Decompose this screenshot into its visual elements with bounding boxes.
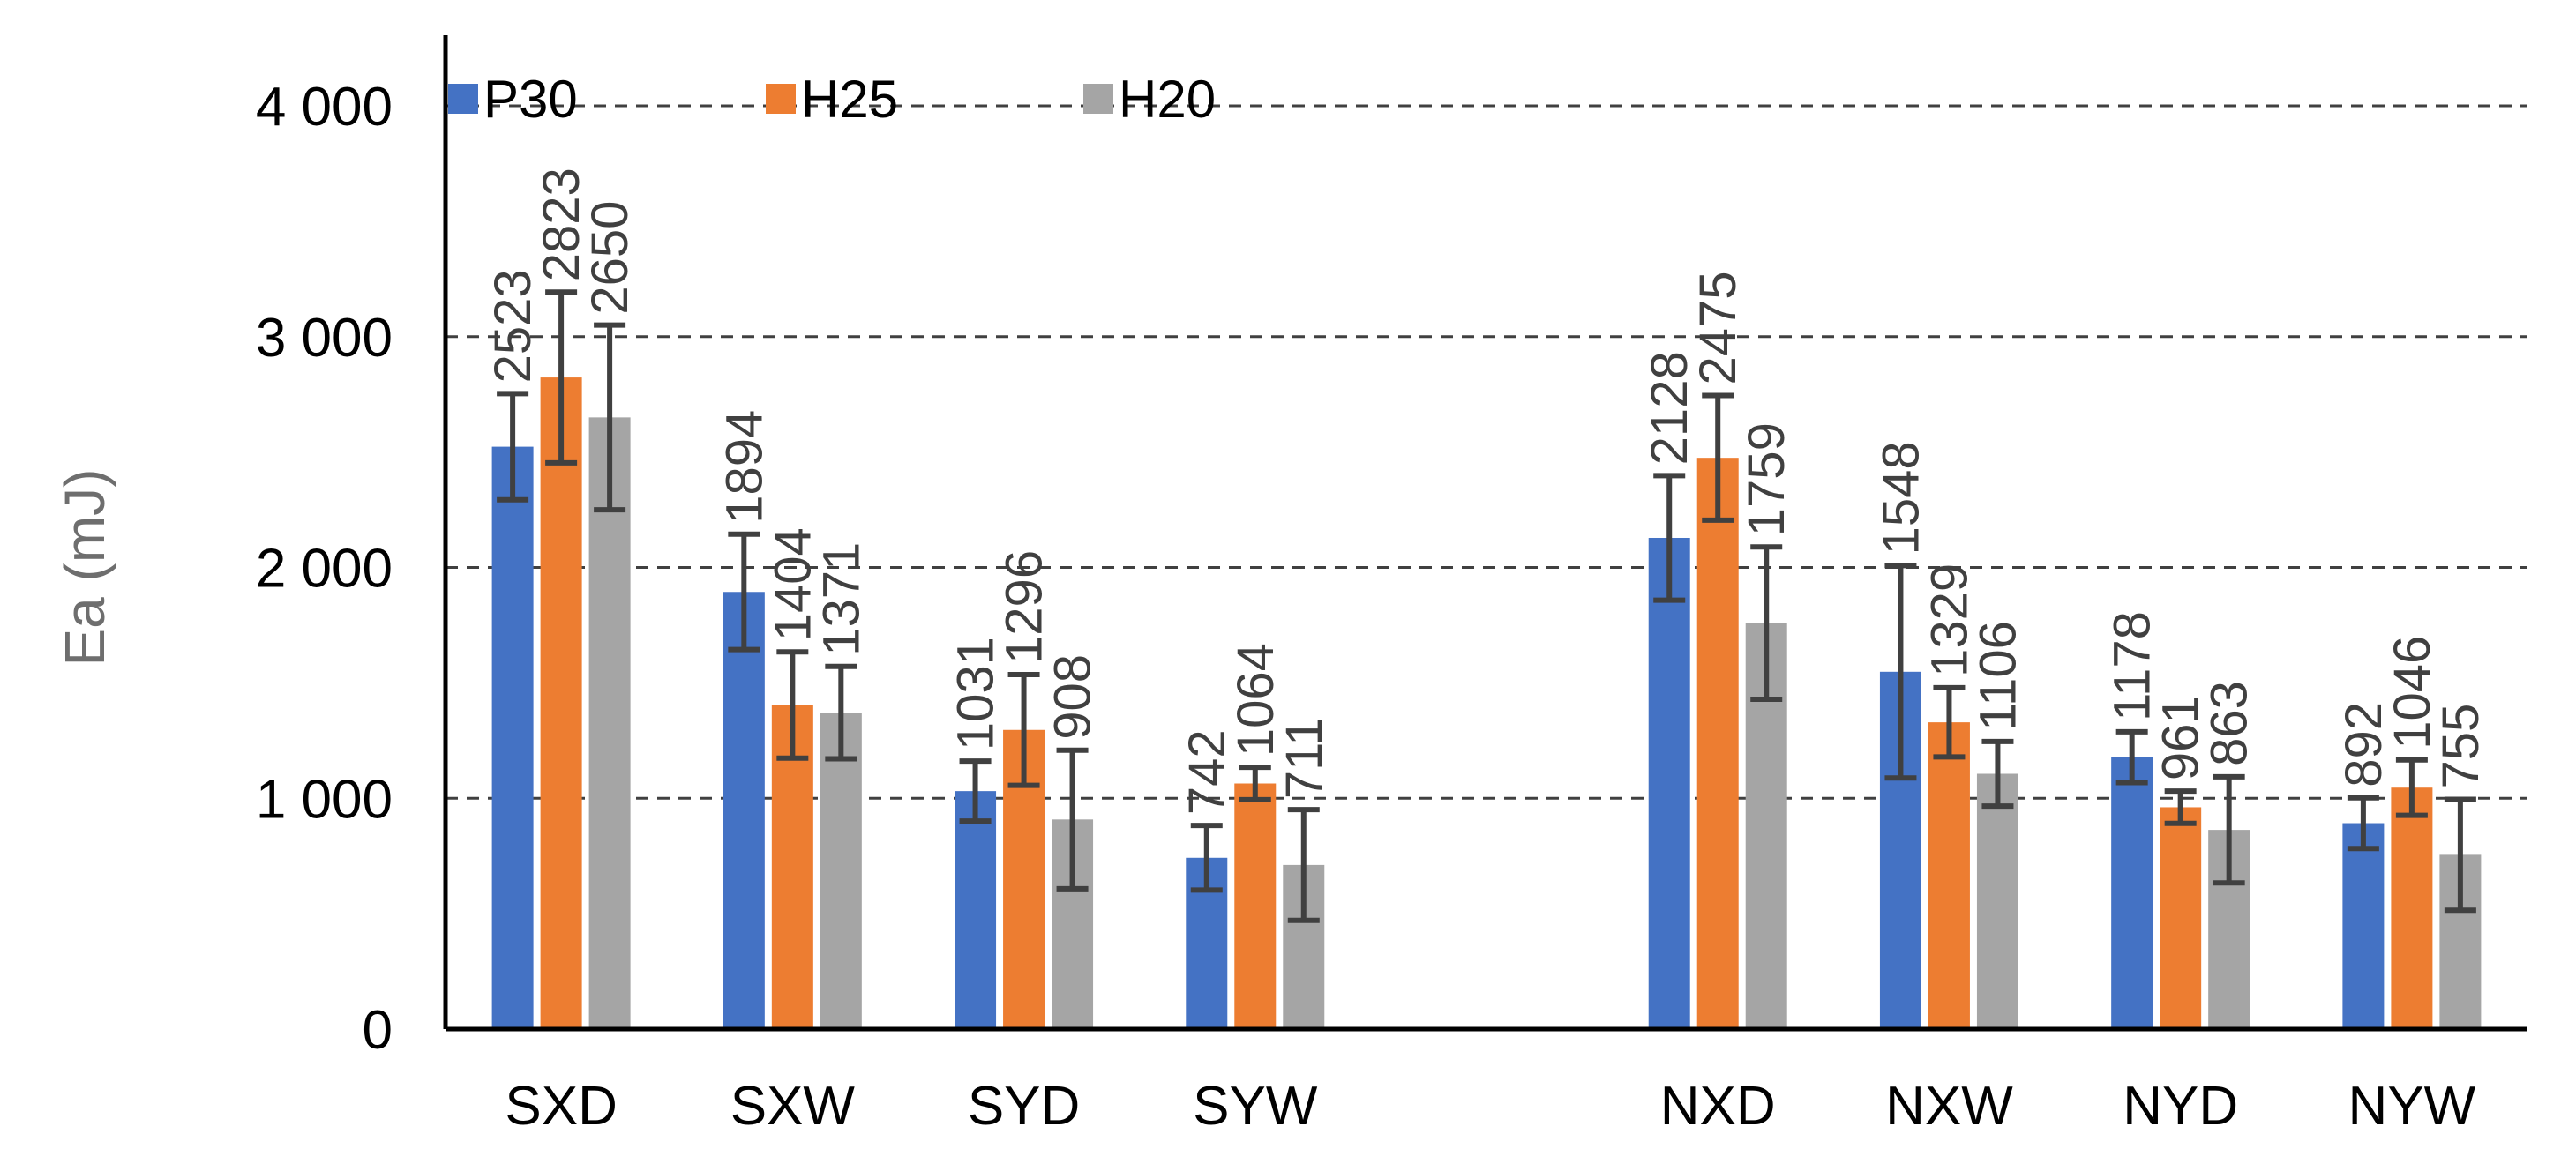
data-label-h25-nyd: 961 bbox=[2153, 695, 2210, 780]
legend-swatch-p30 bbox=[448, 84, 478, 114]
x-tick-label: NXD bbox=[1660, 1076, 1776, 1137]
y-tick-label: 2 000 bbox=[256, 539, 393, 600]
error-bar-h20-sxd bbox=[594, 322, 626, 513]
data-label-p30-syw: 742 bbox=[1179, 729, 1236, 815]
data-label-p30-nxw: 1548 bbox=[1872, 441, 1929, 555]
data-label-h25-sxw: 1404 bbox=[764, 527, 821, 641]
y-tick-label: 4 000 bbox=[256, 77, 393, 138]
error-bar-h20-nyd bbox=[2213, 773, 2245, 886]
y-tick-label: 3 000 bbox=[256, 308, 393, 369]
error-bar-p30-syw bbox=[1190, 823, 1223, 893]
bar-h25-nxd bbox=[1696, 458, 1739, 1029]
error-bar-h20-syd bbox=[1056, 747, 1089, 892]
data-labels: 2523 1894 1031 742 2128 1548 1178 892 2823 1404 12… bbox=[484, 168, 2490, 815]
data-label-p30-sxw: 1894 bbox=[715, 410, 773, 524]
x-tick-label: SXW bbox=[730, 1076, 856, 1137]
legend-swatch-h25 bbox=[766, 84, 796, 114]
legend-label-h25: H25 bbox=[801, 70, 898, 129]
data-label-p30-nyd: 1178 bbox=[2104, 611, 2161, 721]
error-bar-p30-nyw bbox=[2347, 795, 2379, 852]
data-label-h25-sxd: 2823 bbox=[533, 168, 590, 281]
legend-label-p30: P30 bbox=[483, 70, 578, 129]
error-bar-h25-syw bbox=[1239, 765, 1271, 802]
x-tick-label: SYW bbox=[1193, 1076, 1318, 1137]
data-label-p30-syd: 1031 bbox=[947, 637, 1005, 750]
error-bar-h25-sxw bbox=[776, 649, 809, 761]
error-bar-h25-nxd bbox=[1702, 392, 1734, 523]
bar-p30-nxd bbox=[1648, 537, 1690, 1029]
error-bar-h20-nxw bbox=[1981, 738, 2014, 810]
data-label-h25-nxw: 1329 bbox=[1921, 563, 1978, 677]
legend-swatch-h20 bbox=[1083, 84, 1113, 114]
error-bar-p30-sxw bbox=[728, 531, 760, 653]
data-label-p30-sxd: 2523 bbox=[484, 269, 542, 383]
bar-h25-nyd bbox=[2160, 807, 2202, 1029]
x-tick-label: SYD bbox=[968, 1076, 1080, 1137]
bar-p30-syd bbox=[955, 791, 997, 1029]
error-bar-h25-nxw bbox=[1933, 684, 1966, 760]
bar-h20-sxd bbox=[588, 417, 631, 1029]
data-label-h20-nxw: 1106 bbox=[1969, 621, 2026, 731]
data-label-h20-sxw: 1371 bbox=[812, 542, 870, 656]
data-label-h20-sxd: 2650 bbox=[581, 201, 639, 315]
data-label-h20-syw: 711 bbox=[1276, 718, 1333, 799]
error-bar-p30-syd bbox=[959, 758, 992, 824]
error-bar-h25-nyw bbox=[2395, 757, 2428, 818]
data-label-h25-syw: 1064 bbox=[1227, 643, 1284, 757]
bar-h25-nyw bbox=[2391, 787, 2433, 1029]
data-label-p30-nyw: 892 bbox=[2335, 702, 2393, 787]
data-label-p30-nxd: 2128 bbox=[1641, 351, 1698, 465]
x-tick-label: SXD bbox=[505, 1076, 617, 1137]
error-bar-h25-syd bbox=[1007, 671, 1040, 788]
data-label-h20-syd: 908 bbox=[1045, 654, 1102, 740]
legend: P30 H25 H20 bbox=[448, 70, 1216, 129]
y-axis-title: Ea (mJ) bbox=[53, 469, 116, 667]
bar-p30-nyw bbox=[2342, 823, 2385, 1029]
error-bar-h25-sxd bbox=[545, 289, 578, 466]
error-bar-p30-nxw bbox=[1884, 563, 1917, 781]
error-bar-p30-nxd bbox=[1653, 473, 1686, 603]
bar-h25-syw bbox=[1234, 783, 1277, 1029]
legend-label-h20: H20 bbox=[1119, 70, 1216, 129]
error-bar-p30-nyd bbox=[2115, 728, 2148, 786]
error-bars bbox=[497, 289, 2476, 923]
x-tick-label: NXW bbox=[1885, 1076, 2013, 1137]
bar-h25-sxd bbox=[540, 377, 582, 1030]
data-label-h25-syd: 1296 bbox=[996, 550, 1053, 664]
axes: 0 1 000 2 000 3 000 4 000 Ea (mJ) SXD SXW SYD SYW… bbox=[53, 35, 2527, 1137]
data-label-h25-nyw: 1046 bbox=[2384, 636, 2441, 750]
error-bar-h20-nxd bbox=[1750, 544, 1783, 702]
data-label-h25-nxd: 2475 bbox=[1689, 271, 1747, 384]
bars bbox=[491, 377, 2482, 1030]
bar-h25-nxw bbox=[1928, 722, 1970, 1029]
error-bar-p30-sxd bbox=[497, 391, 529, 503]
error-bar-h20-syw bbox=[1287, 807, 1320, 923]
data-label-h20-nyd: 863 bbox=[2201, 681, 2258, 766]
data-label-h20-nxd: 1759 bbox=[1738, 422, 1795, 536]
bar-p30-sxw bbox=[723, 592, 765, 1029]
x-tick-label: NYD bbox=[2123, 1076, 2238, 1137]
error-bar-h20-nyw bbox=[2444, 796, 2476, 914]
y-tick-label: 1 000 bbox=[256, 769, 393, 830]
bar-p30-nyd bbox=[2111, 757, 2153, 1029]
y-tick-label: 0 bbox=[363, 1000, 393, 1061]
error-bar-h25-nyd bbox=[2164, 788, 2197, 826]
bar-h20-nxw bbox=[1976, 773, 2018, 1029]
bar-p30-sxd bbox=[491, 446, 534, 1029]
data-label-h20-nyw: 755 bbox=[2432, 704, 2490, 789]
x-tick-label: NYW bbox=[2348, 1076, 2476, 1137]
bar-h20-sxw bbox=[820, 713, 862, 1029]
error-bar-h20-sxw bbox=[825, 663, 857, 762]
